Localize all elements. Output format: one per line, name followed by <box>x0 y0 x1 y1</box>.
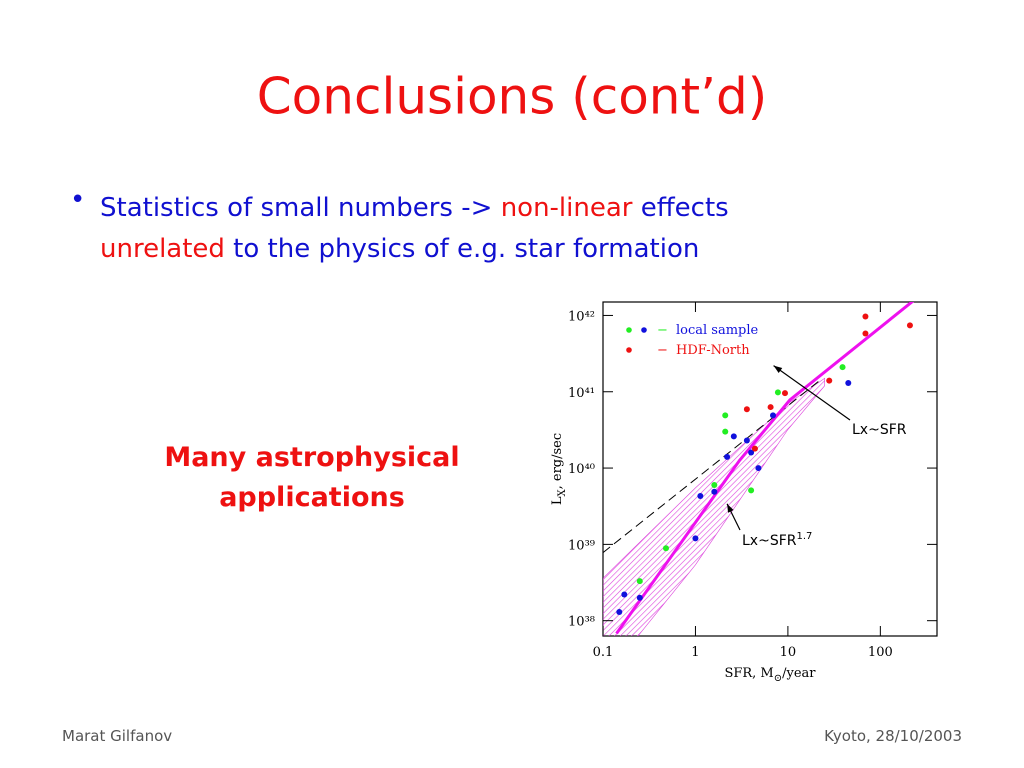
annotation: Lx~SFR <box>852 422 907 438</box>
point <box>730 433 737 440</box>
arrow-head <box>773 365 783 374</box>
point <box>636 594 643 601</box>
bullet-segment: Statistics of small numbers -> <box>100 193 501 223</box>
point <box>692 535 699 542</box>
point <box>616 608 623 615</box>
fit-line <box>615 302 915 635</box>
annotation-arrow <box>773 365 851 421</box>
annotation-text: Lx~SFR <box>852 422 907 438</box>
point <box>697 493 704 500</box>
legend-marker <box>626 327 632 333</box>
annotation-text: Lx~SFR <box>742 533 797 549</box>
x-axis-label: SFR, M⊙/year <box>724 666 816 684</box>
point <box>636 578 643 585</box>
bullet-line: unrelated to the physics of e.g. star fo… <box>100 234 699 264</box>
annotation: Lx~SFR1.7 <box>742 531 812 549</box>
footer-left: Marat Gilfanov <box>62 727 172 745</box>
footer-right: Kyoto, 28/10/2003 <box>824 727 962 745</box>
point <box>862 313 869 320</box>
point <box>839 364 846 371</box>
point <box>724 453 731 460</box>
y-tick-label: 10³⁹ <box>568 538 595 553</box>
bullet-segment: non-linear <box>501 193 633 223</box>
y-tick-label: 10⁴⁰ <box>568 462 595 477</box>
point <box>845 380 852 387</box>
x-tick-label: 100 <box>868 645 893 660</box>
legend-label: HDF-North <box>676 343 750 358</box>
point <box>662 545 669 552</box>
annotation-sup: 1.7 <box>796 531 812 542</box>
x-label-part: /year <box>782 666 816 681</box>
x-tick-label: 10 <box>780 645 797 660</box>
point <box>770 412 777 419</box>
point <box>711 488 718 495</box>
bullet-segment: to the physics of e.g. star formation <box>225 234 699 264</box>
point <box>722 428 729 435</box>
y-tick-label: 10⁴² <box>568 309 595 324</box>
point <box>748 487 755 494</box>
y-tick-label: 10³⁸ <box>568 615 595 630</box>
legend-dash: − <box>657 343 668 358</box>
y-tick-label: 10⁴¹ <box>568 386 595 401</box>
x-label-part: SFR, M <box>724 666 773 681</box>
plot-area <box>603 302 915 636</box>
point <box>748 449 755 456</box>
legend-marker <box>626 347 632 353</box>
arrow-head <box>727 503 734 513</box>
x-tick-label: 1 <box>691 645 699 660</box>
x-label-part: ⊙ <box>774 673 782 684</box>
point <box>621 591 628 598</box>
legend-dash: − <box>657 323 668 338</box>
y-label-part: X <box>557 489 568 497</box>
point <box>711 481 718 488</box>
bullet-text: Statistics of small numbers -> non-linea… <box>100 193 729 264</box>
legend-label: local sample <box>676 323 759 338</box>
point <box>826 377 833 384</box>
point <box>722 412 729 419</box>
bullet-line: Statistics of small numbers -> non-linea… <box>100 193 729 223</box>
bullet-segment: effects <box>632 193 728 223</box>
point <box>862 330 869 337</box>
x-tick-label: 0.1 <box>593 645 614 660</box>
callout: Many astrophysical <box>164 442 459 473</box>
point <box>743 406 750 413</box>
callout: applications <box>219 482 405 513</box>
y-label-part: L <box>550 496 565 505</box>
plot-frame <box>602 301 938 637</box>
point <box>743 437 750 444</box>
point <box>755 465 762 472</box>
point <box>774 389 781 396</box>
band <box>603 377 825 636</box>
point <box>767 404 774 411</box>
chart: − local sample− HDF-North 0.1 1 10 100 10³⁸ 10³⁹… <box>550 301 938 684</box>
y-axis-label: LX, erg/sec <box>550 433 568 505</box>
point <box>906 322 913 329</box>
bullet-dot: • <box>70 185 85 215</box>
bullet-segment: unrelated <box>100 234 225 264</box>
legend-marker <box>641 327 647 333</box>
point <box>751 445 758 452</box>
point <box>781 390 788 397</box>
y-label-part: , erg/sec <box>550 433 565 490</box>
slide-title: Conclusions (cont’d) <box>257 68 767 126</box>
